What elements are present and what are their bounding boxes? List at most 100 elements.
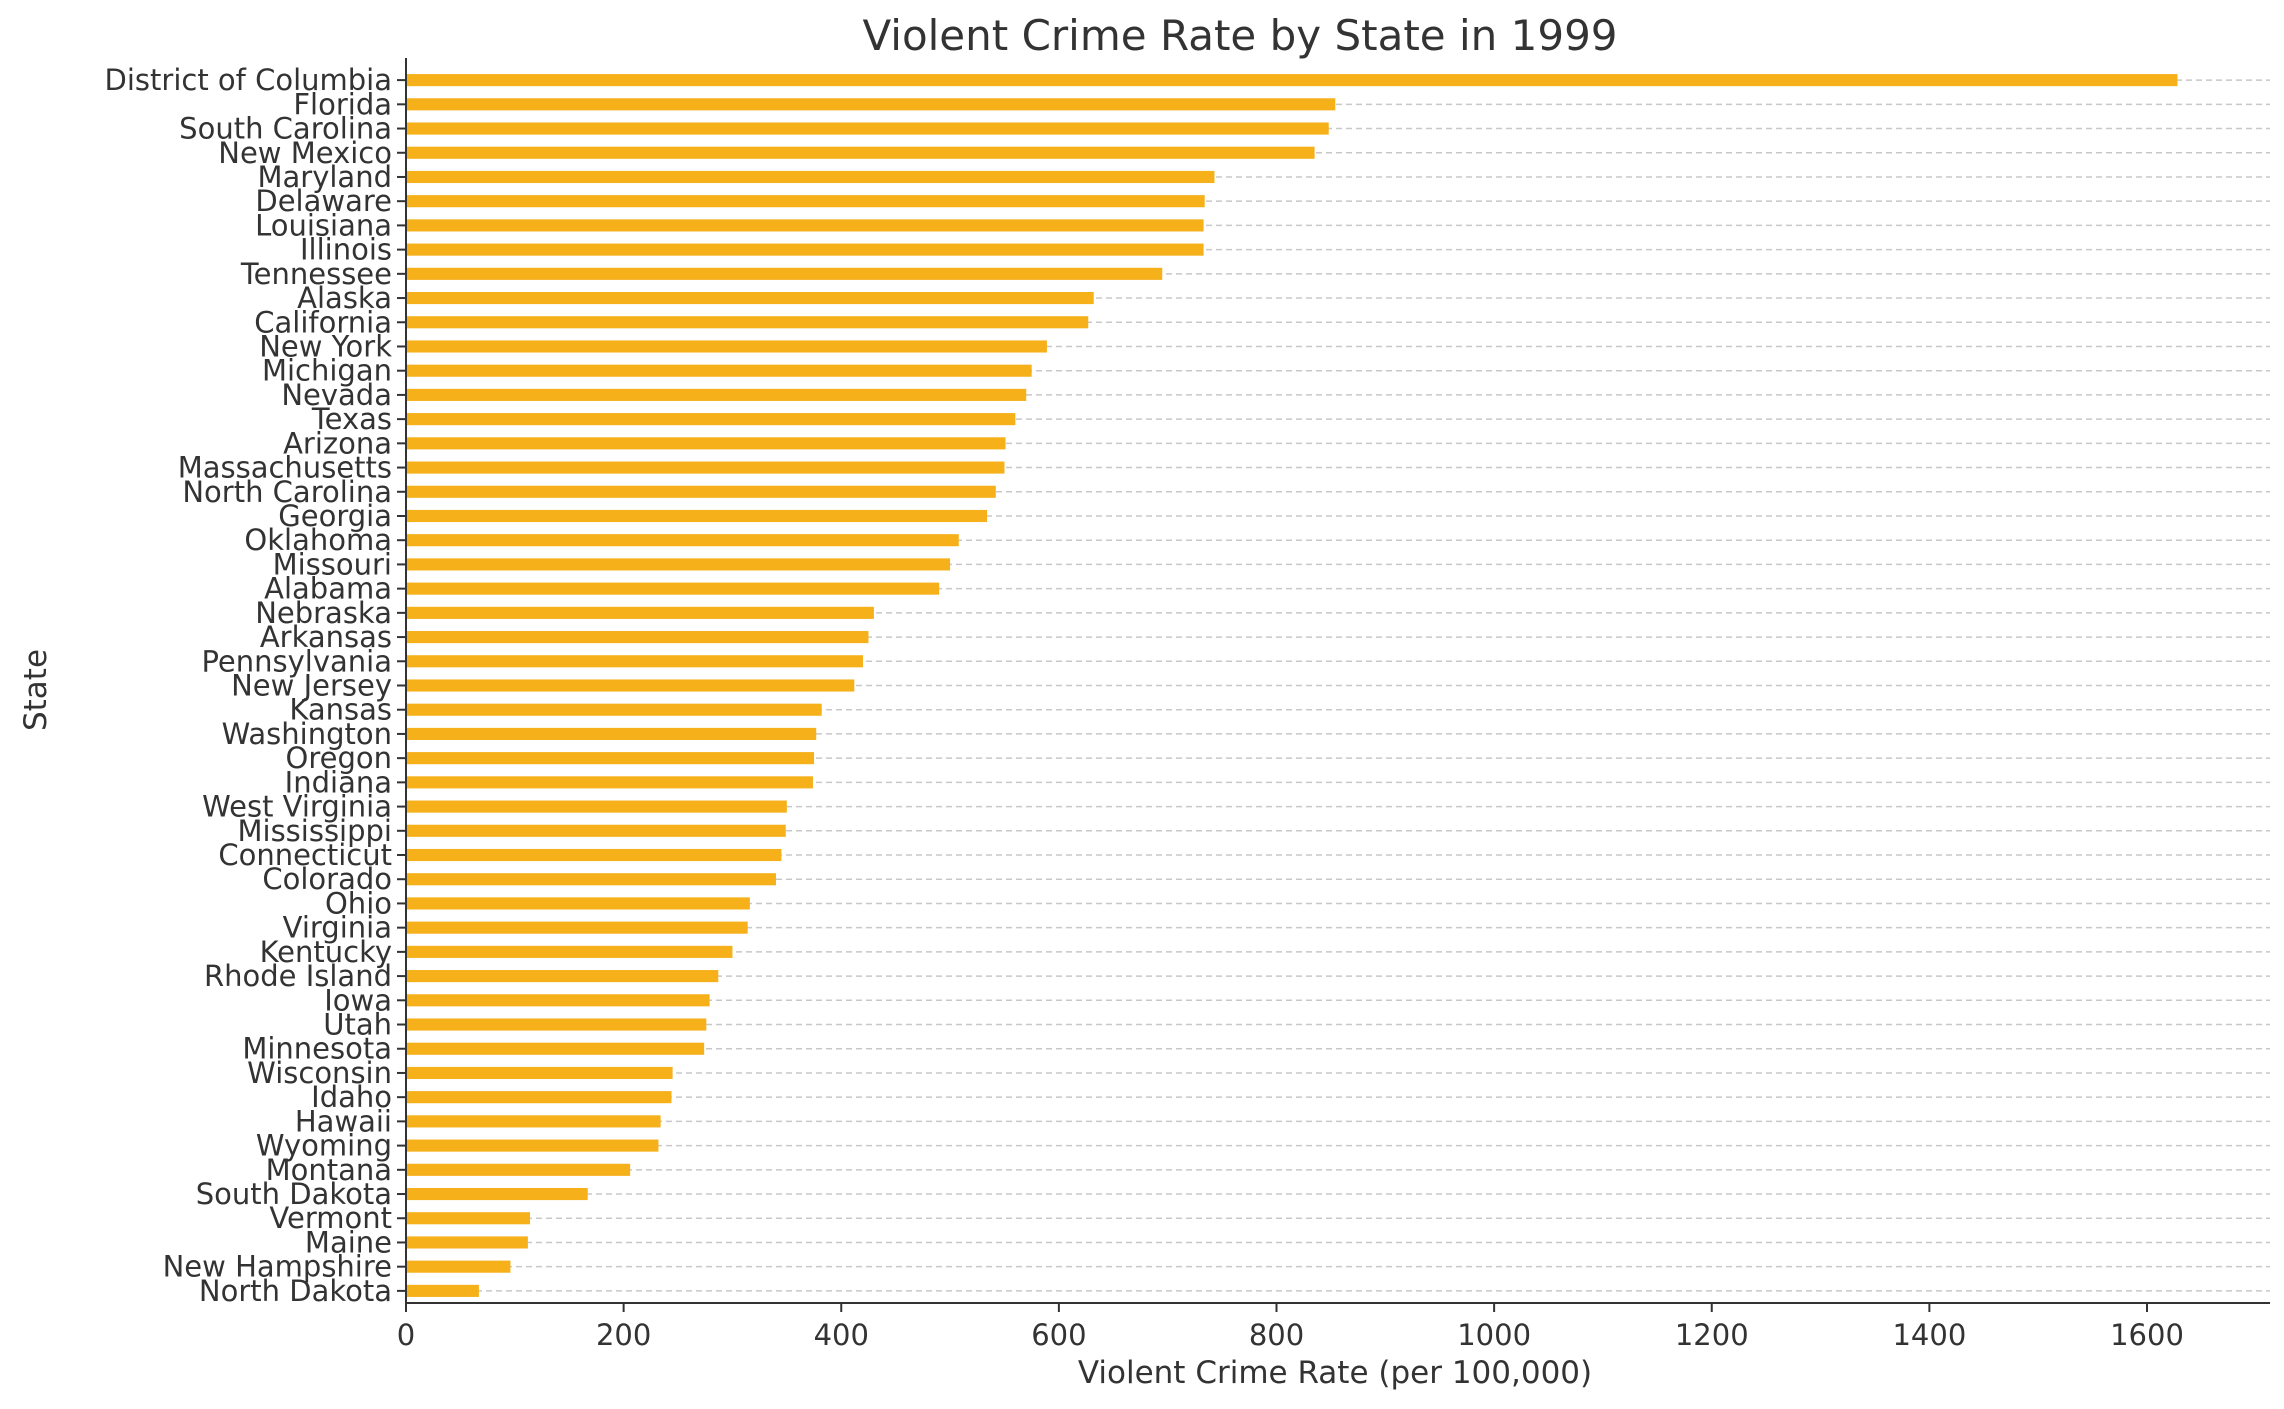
y-tick-label: California — [254, 305, 392, 339]
y-tick-label: West Virginia — [202, 790, 392, 824]
y-tick-label: Indiana — [285, 765, 392, 799]
bar-maryland — [406, 170, 1215, 184]
bar-ohio — [406, 897, 750, 910]
y-tick-label: New York — [259, 329, 392, 363]
y-tick-label: Colorado — [262, 862, 392, 896]
bar-south-dakota — [406, 1187, 588, 1201]
bar-pennsylvania — [406, 655, 864, 668]
bar-delaware — [406, 195, 1205, 208]
bar-idaho — [406, 1091, 672, 1104]
y-tick-label: South Dakota — [196, 1177, 392, 1211]
bar-alabama — [406, 582, 940, 595]
y-tick-label: Vermont — [269, 1201, 392, 1235]
y-tick-label: Idaho — [311, 1080, 392, 1114]
bar-louisiana — [406, 219, 1204, 232]
bar-missouri — [406, 558, 951, 571]
y-tick-label: District of Columbia — [105, 63, 392, 97]
bar-iowa — [406, 994, 710, 1007]
bar-florida — [406, 98, 1336, 111]
y-tick-label: Kentucky — [260, 935, 392, 969]
bar-montana — [406, 1163, 631, 1176]
x-tick-label: 200 — [596, 1318, 651, 1352]
bar-hawaii — [406, 1115, 661, 1128]
y-axis-label: State — [18, 649, 54, 731]
y-tick-label: Tennessee — [240, 257, 392, 291]
y-tick-label: Delaware — [255, 184, 392, 218]
x-tick-label: 1000 — [1457, 1318, 1531, 1352]
y-tick-label: Minnesota — [242, 1032, 392, 1066]
y-tick-label: Missouri — [273, 547, 392, 581]
x-tick-label: 1200 — [1675, 1318, 1749, 1352]
y-tick-label: Mississippi — [237, 814, 392, 848]
x-axis-label: Violent Crime Rate (per 100,000) — [1078, 1355, 1592, 1391]
y-tick-label: Arizona — [283, 426, 392, 460]
bar-texas — [406, 413, 1016, 426]
x-tick-label: 800 — [1249, 1318, 1304, 1352]
bar-wyoming — [406, 1139, 659, 1152]
bar-washington — [406, 727, 817, 740]
bar-connecticut — [406, 848, 782, 862]
bar-utah — [406, 1018, 707, 1031]
bar-colorado — [406, 873, 776, 886]
y-tick-label: Rhode Island — [204, 959, 392, 993]
bar-minnesota — [406, 1042, 705, 1055]
y-tick-label: Nebraska — [255, 596, 392, 630]
y-tick-label: Iowa — [324, 983, 392, 1017]
y-tick-label: Washington — [222, 717, 392, 751]
bar-maine — [406, 1236, 528, 1249]
bar-virginia — [406, 921, 748, 934]
bar-nevada — [406, 388, 1027, 401]
bar-indiana — [406, 776, 813, 789]
bar-new-mexico — [406, 146, 1315, 159]
y-tick-label: South Carolina — [179, 112, 392, 146]
y-tick-label: Montana — [266, 1153, 392, 1187]
y-tick-label: North Dakota — [199, 1274, 392, 1308]
y-tick-label: Alabama — [264, 572, 392, 606]
y-tick-label: Arkansas — [260, 620, 392, 654]
bar-south-carolina — [406, 122, 1329, 135]
bar-oklahoma — [406, 534, 959, 547]
chart-title: Violent Crime Rate by State in 1999 — [862, 11, 1617, 60]
y-tick-label: Oklahoma — [244, 523, 392, 557]
y-tick-label: Texas — [311, 402, 392, 436]
y-tick-label: Georgia — [278, 499, 392, 533]
y-tick-label: New Jersey — [231, 669, 392, 703]
y-tick-label: Wisconsin — [247, 1056, 392, 1090]
y-tick-label: Oregon — [286, 741, 392, 775]
bar-new-york — [406, 340, 1047, 353]
y-tick-label: Louisiana — [255, 208, 392, 242]
bar-north-dakota — [406, 1284, 479, 1297]
bar-wisconsin — [406, 1066, 673, 1080]
bar-rhode-island — [406, 970, 719, 983]
y-tick-label: Michigan — [262, 354, 392, 388]
bar-new-hampshire — [406, 1260, 511, 1273]
bar-north-carolina — [406, 485, 996, 498]
bar-new-jersey — [406, 679, 855, 692]
y-tick-label: Utah — [323, 1008, 392, 1042]
y-tick-label: New Hampshire — [163, 1250, 392, 1284]
bar-west-virginia — [406, 800, 787, 813]
bar-kansas — [406, 703, 822, 716]
bar-alaska — [406, 291, 1094, 305]
bar-michigan — [406, 364, 1032, 377]
bar-district-of-columbia — [406, 74, 2178, 87]
y-tick-label: Kansas — [289, 693, 392, 727]
bar-california — [406, 316, 1089, 329]
bar-massachusetts — [406, 461, 1005, 474]
y-tick-label: Massachusetts — [178, 451, 392, 485]
y-tick-label: Connecticut — [218, 838, 392, 872]
bar-oregon — [406, 752, 815, 765]
y-tick-label: Pennsylvania — [201, 644, 392, 678]
y-tick-label: New Mexico — [218, 136, 392, 170]
y-tick-label: Wyoming — [256, 1129, 392, 1163]
y-tick-label: Virginia — [283, 911, 392, 945]
bars — [406, 74, 2178, 1297]
y-tick-label: North Carolina — [182, 475, 392, 509]
y-tick-label: Maine — [305, 1225, 392, 1259]
bar-georgia — [406, 509, 988, 523]
x-tick-label: 0 — [397, 1318, 415, 1352]
bar-kentucky — [406, 945, 733, 958]
y-tick-label: Alaska — [297, 281, 392, 315]
x-tick-label: 1400 — [1892, 1318, 1966, 1352]
